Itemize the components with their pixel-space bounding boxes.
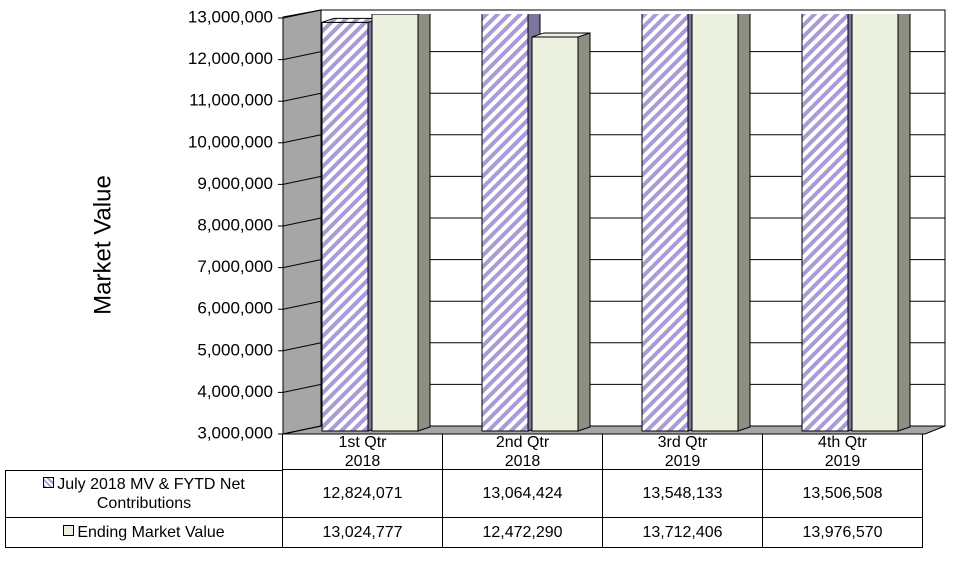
bar [481, 14, 541, 432]
y-axis-title: Market Value [89, 175, 116, 315]
legend-label: July 2018 MV & FYTD Net Contributions [10, 475, 278, 513]
bar-side [577, 32, 591, 432]
y-tick-label: 9,000,000 [197, 174, 273, 193]
bar-front [801, 14, 849, 432]
bars [321, 14, 911, 432]
bar-front [531, 36, 579, 432]
bar-side [417, 14, 431, 432]
bar [691, 14, 751, 432]
legend-swatch [43, 477, 55, 488]
bar-front [641, 14, 689, 432]
bar-front [371, 14, 419, 432]
table-header: 1st Qtr 2018 2nd Qtr 2018 3rd Qtr 2019 4th … [5, 434, 923, 470]
legend-label: Ending Market Value [63, 523, 225, 542]
grid-line [282, 9, 945, 19]
bar-front [321, 21, 369, 432]
legend-entry: July 2018 MV & FYTD Net Contributions [5, 470, 283, 518]
bar [371, 14, 431, 432]
table-corner [5, 434, 283, 470]
y-tick-label: 4,000,000 [197, 382, 273, 401]
bar-side [737, 14, 751, 432]
value-label: 13,712,406 [603, 518, 763, 548]
y-tick-label: 13,000,000 [188, 7, 273, 26]
y-tick-label: 3,000,000 [197, 423, 273, 442]
bar-front [851, 14, 899, 432]
table-row: July 2018 MV & FYTD Net Contributions 12,… [5, 470, 923, 518]
legend-entry: Ending Market Value [5, 518, 283, 548]
bar-top [531, 32, 591, 38]
series-name: Ending Market Value [77, 524, 225, 541]
data-table: 1st Qtr 2018 2nd Qtr 2018 3rd Qtr 2019 4th … [5, 434, 923, 548]
bar [641, 14, 701, 432]
y-tick-label: 12,000,000 [188, 49, 273, 68]
y-tick-label: 6,000,000 [197, 299, 273, 318]
bar-front [691, 14, 739, 432]
category-label: 2nd Qtr 2018 [443, 434, 603, 470]
value-label: 12,824,071 [283, 470, 443, 518]
value-label: 13,548,133 [603, 470, 763, 518]
bar [801, 14, 861, 432]
value-label: 12,472,290 [443, 518, 603, 548]
bar [321, 17, 381, 432]
bar-top [321, 17, 381, 23]
category-label: 4th Qtr 2019 [763, 434, 923, 470]
bar [851, 14, 911, 432]
bar-side [897, 14, 911, 432]
value-label: 13,064,424 [443, 470, 603, 518]
y-tick-label: 5,000,000 [197, 340, 273, 359]
bar [531, 32, 591, 432]
value-label: 13,506,508 [763, 470, 923, 518]
y-tick-label: 8,000,000 [197, 215, 273, 234]
category-label: 1st Qtr 2018 [283, 434, 443, 470]
value-label: 13,976,570 [763, 518, 923, 548]
y-tick-label: 7,000,000 [197, 257, 273, 276]
table-row: Ending Market Value 13,024,777 12,472,290 1… [5, 518, 923, 548]
bar-front [481, 14, 529, 432]
y-tick-label: 11,000,000 [189, 91, 273, 110]
value-label: 13,024,777 [283, 518, 443, 548]
legend-swatch [63, 525, 75, 536]
category-label: 3rd Qtr 2019 [603, 434, 763, 470]
series-name: July 2018 MV & FYTD Net Contributions [57, 476, 245, 512]
y-tick-label: 10,000,000 [188, 132, 273, 151]
